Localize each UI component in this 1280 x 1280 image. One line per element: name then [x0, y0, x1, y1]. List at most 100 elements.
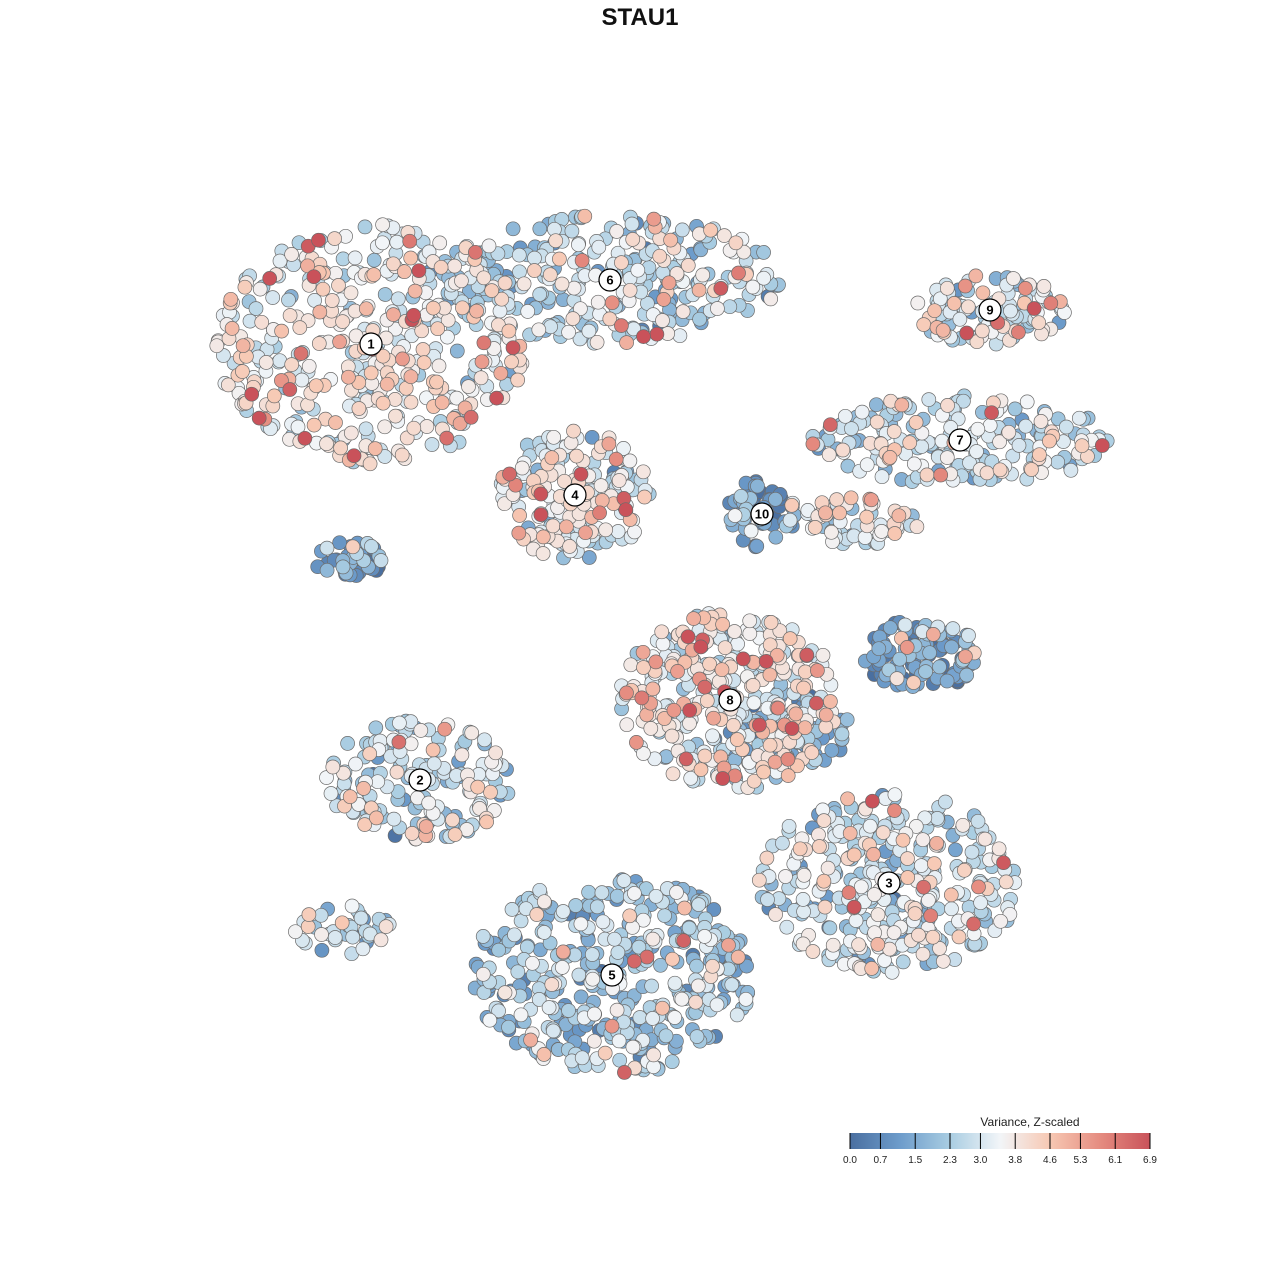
- cell-point: [763, 615, 779, 630]
- cell-point: [756, 764, 771, 780]
- cell-point: [434, 395, 450, 410]
- cell-point: [430, 321, 446, 337]
- cell-point: [882, 450, 898, 465]
- cell-point: [782, 512, 798, 528]
- cell-point: [730, 636, 745, 652]
- cell-point: [727, 508, 743, 523]
- cell-point: [925, 929, 941, 945]
- cell-point: [433, 259, 449, 275]
- cell-point: [921, 892, 936, 908]
- cell-point: [938, 794, 953, 810]
- cell-point: [375, 348, 391, 364]
- cell-point: [915, 832, 931, 848]
- cell-point: [969, 444, 984, 459]
- cell-point: [674, 222, 690, 238]
- cluster-label-badge: [718, 688, 742, 712]
- cell-point: [665, 951, 680, 967]
- cell-point: [916, 317, 932, 332]
- cell-point: [616, 873, 632, 888]
- cell-point: [722, 299, 738, 315]
- cell-point: [738, 991, 754, 1007]
- cell-point: [510, 372, 526, 388]
- cell-point: [908, 819, 924, 834]
- cell-point: [447, 258, 462, 274]
- cell-point: [767, 754, 783, 770]
- cell-point: [715, 617, 730, 632]
- cell-point: [829, 492, 845, 507]
- cell-point: [970, 813, 986, 829]
- cell-point: [742, 626, 758, 641]
- cell-point: [479, 814, 494, 830]
- cell-point: [665, 766, 681, 782]
- cell-point: [823, 694, 838, 709]
- cell-point: [973, 895, 988, 911]
- cell-point: [1042, 433, 1057, 449]
- cell-point: [889, 671, 905, 686]
- cell-point: [554, 960, 570, 975]
- cell-point: [541, 1000, 557, 1015]
- cell-point: [728, 235, 744, 251]
- cell-point: [461, 379, 476, 394]
- cell-point: [784, 497, 800, 513]
- cell-point: [342, 789, 358, 805]
- cell-point: [966, 916, 981, 932]
- cell-point: [909, 519, 925, 535]
- cell-point: [956, 862, 972, 878]
- cell-point: [689, 958, 704, 974]
- cell-point: [1011, 438, 1027, 453]
- cluster-label-7: 7: [948, 428, 972, 452]
- cell-point: [546, 429, 562, 445]
- cell-point: [597, 1045, 613, 1061]
- cell-point: [609, 224, 625, 239]
- cluster-label-10: 10: [750, 502, 774, 526]
- cell-point: [224, 321, 240, 336]
- cell-point: [343, 425, 359, 441]
- cell-point: [927, 303, 942, 319]
- cell-point: [875, 825, 891, 840]
- cell-point: [235, 364, 250, 379]
- cell-point: [314, 927, 329, 942]
- cell-point: [574, 253, 590, 268]
- cell-point: [403, 736, 419, 752]
- cell-point: [504, 354, 519, 370]
- cell-point: [288, 924, 303, 940]
- legend-tick-label: 5.3: [1073, 1155, 1087, 1166]
- cell-point: [308, 378, 324, 394]
- cell-point: [235, 338, 251, 354]
- cell-point: [627, 953, 642, 969]
- cell-point: [532, 221, 548, 237]
- cell-point: [742, 613, 758, 629]
- cell-point: [375, 217, 390, 233]
- cell-point: [491, 942, 507, 958]
- cell-point: [377, 287, 393, 302]
- legend-tick-label: 2.3: [943, 1155, 957, 1166]
- cell-point: [266, 388, 282, 404]
- cell-point: [957, 278, 973, 294]
- cell-point: [505, 340, 521, 356]
- cell-point: [971, 879, 986, 895]
- cell-point: [1031, 315, 1047, 331]
- cell-point: [951, 929, 967, 945]
- cell-point: [678, 751, 694, 767]
- cell-point: [252, 281, 268, 297]
- cell-point: [1006, 271, 1021, 286]
- cell-point: [364, 539, 379, 554]
- cell-point: [724, 977, 740, 993]
- cell-point: [815, 647, 831, 663]
- cell-point: [594, 885, 610, 900]
- cell-point: [375, 235, 390, 251]
- cell-point: [726, 718, 741, 733]
- cell-point: [511, 247, 527, 263]
- legend-tick-label: 4.6: [1043, 1155, 1057, 1166]
- cell-point: [593, 478, 609, 493]
- cell-point: [545, 518, 561, 534]
- cell-point: [608, 451, 624, 467]
- cell-point: [733, 488, 749, 504]
- cell-point: [645, 931, 661, 947]
- cell-point: [533, 507, 549, 523]
- cell-point: [866, 847, 881, 862]
- cell-point: [959, 325, 975, 341]
- cell-point: [618, 502, 634, 518]
- cell-point: [437, 721, 453, 737]
- cell-point: [323, 786, 339, 801]
